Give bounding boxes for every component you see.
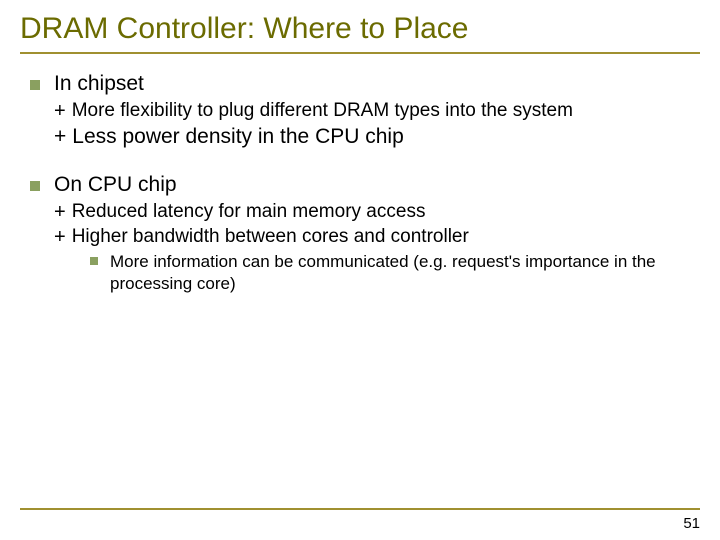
section1-point-2: + Less power density in the CPU chip xyxy=(30,125,700,149)
plus-icon: + xyxy=(54,125,66,149)
bullet-section-1: In chipset xyxy=(30,72,700,96)
section2-nested-text: More information can be communicated (e.… xyxy=(110,251,700,295)
plus-icon: + xyxy=(54,201,66,224)
square-bullet-icon xyxy=(30,80,40,90)
section2-point-1-text: Reduced latency for main memory access xyxy=(72,201,426,223)
vertical-spacer xyxy=(30,151,700,173)
section1-point-1-text: More flexibility to plug different DRAM … xyxy=(72,100,573,122)
slide-container: DRAM Controller: Where to Place In chips… xyxy=(0,0,720,540)
section2-nested: More information can be communicated (e.… xyxy=(30,251,700,295)
title-underline xyxy=(20,52,700,54)
slide-title: DRAM Controller: Where to Place xyxy=(20,12,700,52)
section2-point-2: + Higher bandwidth between cores and con… xyxy=(30,226,700,249)
bottom-underline xyxy=(20,508,700,510)
page-number: 51 xyxy=(683,515,700,532)
section2-point-2-text: Higher bandwidth between cores and contr… xyxy=(72,226,469,248)
bullet-section-2: On CPU chip xyxy=(30,173,700,197)
section2-heading: On CPU chip xyxy=(54,173,177,197)
plus-icon: + xyxy=(54,226,66,249)
section1-heading: In chipset xyxy=(54,72,144,96)
content-area: In chipset + More flexibility to plug di… xyxy=(20,72,700,295)
plus-icon: + xyxy=(54,100,66,123)
section1-point-1: + More flexibility to plug different DRA… xyxy=(30,100,700,123)
section1-point-2-text: Less power density in the CPU chip xyxy=(72,125,404,149)
square-bullet-icon xyxy=(30,181,40,191)
section2-point-1: + Reduced latency for main memory access xyxy=(30,201,700,224)
square-bullet-icon xyxy=(90,257,98,265)
